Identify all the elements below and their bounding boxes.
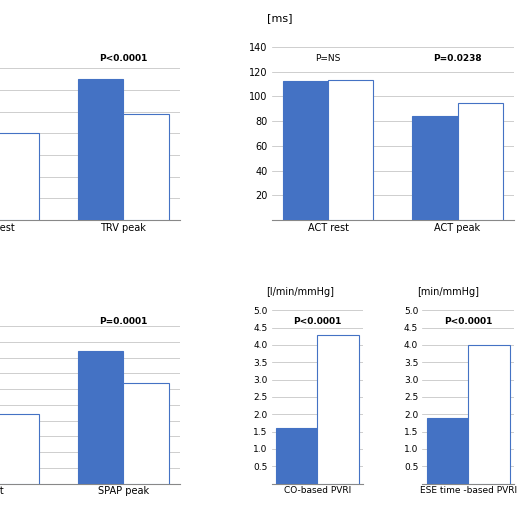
Text: [min/mmHg]: [min/mmHg] bbox=[417, 287, 479, 297]
Bar bbox=[78, 351, 124, 484]
Bar bbox=[328, 80, 373, 220]
Bar bbox=[412, 116, 458, 220]
Bar bbox=[458, 102, 503, 220]
Bar bbox=[78, 79, 124, 220]
Text: P<0.0001: P<0.0001 bbox=[444, 317, 493, 326]
Text: P=0.0238: P=0.0238 bbox=[433, 54, 482, 63]
Bar bbox=[276, 428, 318, 484]
Text: [ms]: [ms] bbox=[267, 14, 292, 23]
Bar bbox=[0, 414, 39, 484]
Bar bbox=[468, 345, 510, 484]
Text: P=0.0001: P=0.0001 bbox=[99, 317, 147, 326]
Text: P<0.0001: P<0.0001 bbox=[99, 54, 147, 63]
Text: P=NS: P=NS bbox=[316, 54, 341, 63]
Bar bbox=[318, 334, 359, 484]
Bar bbox=[427, 418, 468, 484]
Text: [l/min/mmHg]: [l/min/mmHg] bbox=[267, 287, 335, 297]
Bar bbox=[124, 114, 169, 220]
Bar bbox=[124, 383, 169, 484]
Text: P<0.0001: P<0.0001 bbox=[293, 317, 342, 326]
Bar bbox=[0, 134, 39, 220]
Bar bbox=[283, 82, 328, 220]
